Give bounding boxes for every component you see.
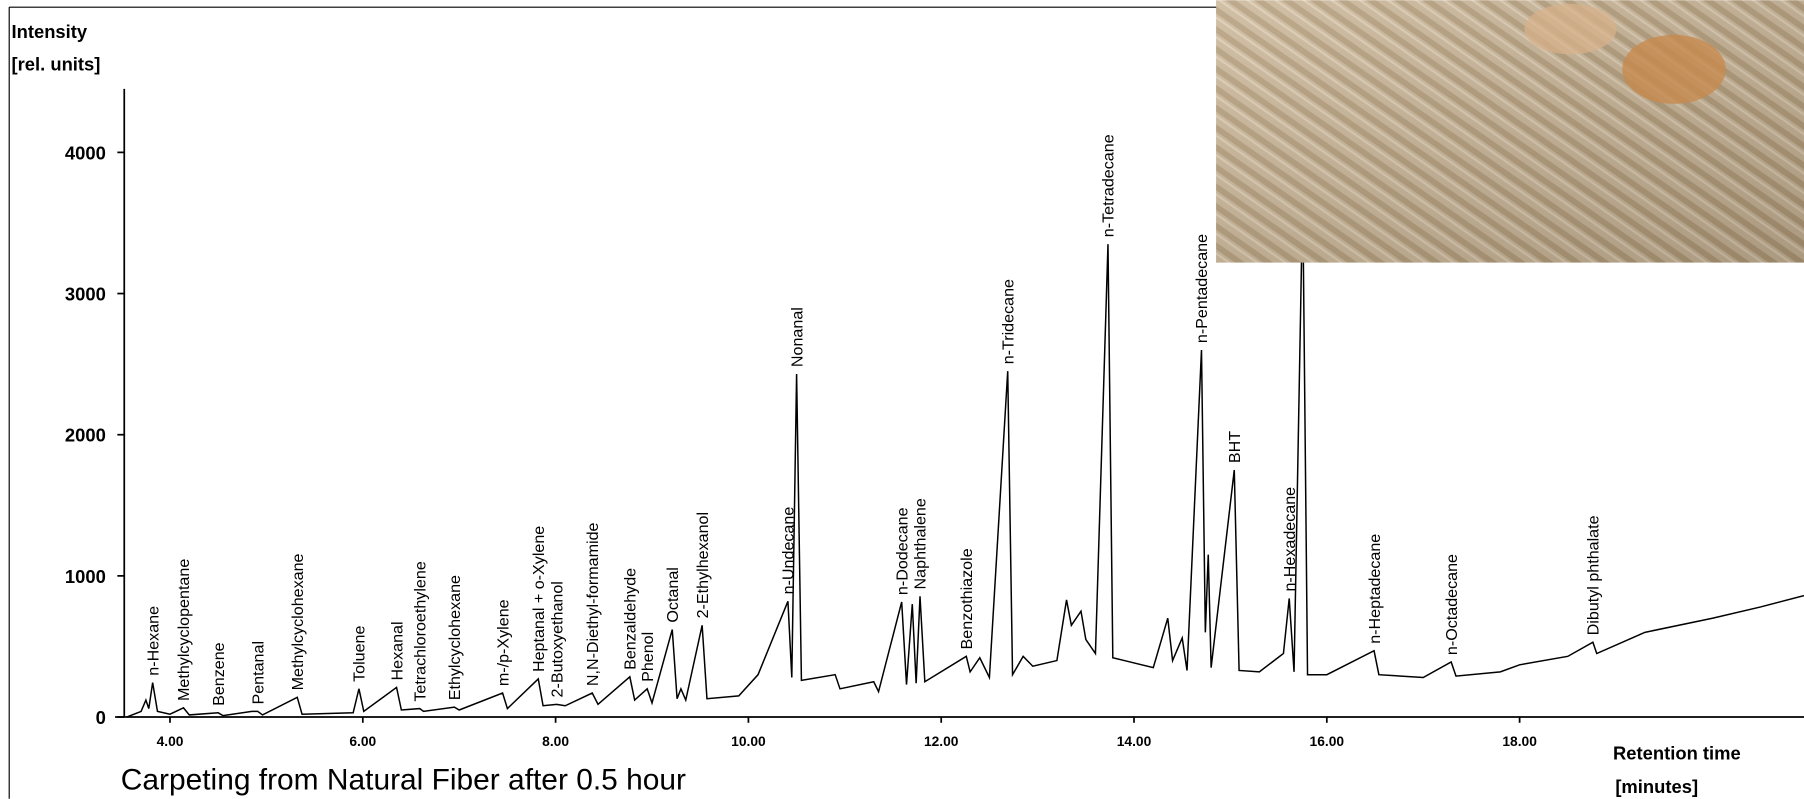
- x-tick-label: 14.00: [1117, 734, 1152, 749]
- peak-label: n-Hexadecane: [1281, 487, 1299, 592]
- chart-title: Carpeting from Natural Fiber after 0.5 h…: [121, 764, 686, 797]
- peak-label: Heptanal + o-Xylene: [530, 526, 548, 672]
- peak-label: 2-Ethylhexanol: [694, 512, 712, 618]
- carpet-fringe: [1524, 3, 1617, 55]
- carpet-photo-shade: [1216, 0, 1804, 263]
- x-tick-label: 8.00: [542, 734, 569, 749]
- peak-label: Phenol: [639, 632, 657, 682]
- x-tick-label: 12.00: [924, 734, 959, 749]
- peak-label: n-Undecane: [780, 507, 798, 595]
- carpet-fringe: [1622, 34, 1726, 104]
- peak-label: n-Tetradecane: [1100, 134, 1118, 237]
- x-tick-label: 10.00: [731, 734, 766, 749]
- peak-label: n-Hexane: [144, 606, 162, 676]
- peak-label: Benzothiazole: [958, 548, 976, 649]
- peak-label: Pentanal: [249, 641, 267, 705]
- peak-label: Toluene: [351, 625, 369, 681]
- peak-label: BHT: [1226, 431, 1244, 463]
- x-tick-label: 18.00: [1502, 734, 1537, 749]
- peak-label: Hexanal: [388, 621, 406, 680]
- y-axis-label: Intensity: [12, 21, 88, 42]
- peak-label: Octanal: [664, 567, 682, 622]
- peak-label: n-Dodecane: [893, 507, 911, 595]
- plot-area: 0 1000 2000 3000 4000 4.00 6.00 8.00 10.00 12.00 1…: [65, 88, 1804, 749]
- x-tick-label: 16.00: [1310, 734, 1345, 749]
- peak-label: Tetrachloroethylene: [411, 561, 429, 702]
- peak-label: 2-Butoxyethanol: [548, 581, 566, 697]
- peak-label: Nonanal: [788, 307, 806, 367]
- chromatogram-trace: [126, 194, 1804, 718]
- x-axis-label: Retention time: [1613, 743, 1741, 764]
- peak-label: n-Pentadecane: [1193, 234, 1211, 343]
- peak-label: Dibutyl phthalate: [1585, 515, 1603, 635]
- y-axis-unit: [rel. units]: [12, 53, 101, 74]
- y-tick-label: 2000: [65, 425, 106, 446]
- peak-label: Ethylcyclohexane: [446, 575, 464, 700]
- peak-label: n-Octadecane: [1443, 554, 1461, 655]
- peak-label: Methylcyclohexane: [289, 553, 307, 690]
- peak-label: Naphthalene: [912, 498, 930, 589]
- y-tick-label: 1000: [65, 566, 106, 587]
- peak-label: n-Heptadecane: [1366, 534, 1384, 644]
- peak-label: Benzaldehyde: [622, 568, 640, 670]
- y-tick-label: 4000: [65, 142, 106, 163]
- peak-label: Methylcyclopentane: [175, 559, 193, 701]
- peak-label: Benzene: [210, 642, 228, 706]
- x-axis-unit: [minutes]: [1615, 776, 1698, 797]
- photo: [1216, 0, 1804, 263]
- peak-label: n-Tridecane: [999, 279, 1017, 364]
- y-tick-label: 3000: [65, 283, 106, 304]
- y-tick-label: 0: [96, 707, 106, 728]
- peak-label: m-/p-Xylene: [494, 599, 512, 686]
- x-tick-label: 6.00: [349, 734, 376, 749]
- x-tick-label: 4.00: [157, 734, 184, 749]
- peak-label: N,N-Diethyl-formamide: [584, 522, 602, 686]
